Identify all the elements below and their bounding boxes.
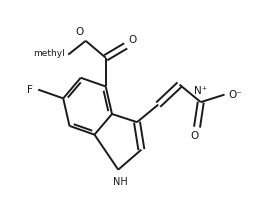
Text: O⁻: O⁻ xyxy=(228,90,242,100)
Text: N⁺: N⁺ xyxy=(194,87,208,97)
Text: O: O xyxy=(190,131,199,141)
Text: methyl: methyl xyxy=(33,49,65,58)
Text: F: F xyxy=(27,85,33,95)
Text: O: O xyxy=(128,35,136,45)
Text: NH: NH xyxy=(113,177,128,187)
Text: O: O xyxy=(76,27,84,37)
